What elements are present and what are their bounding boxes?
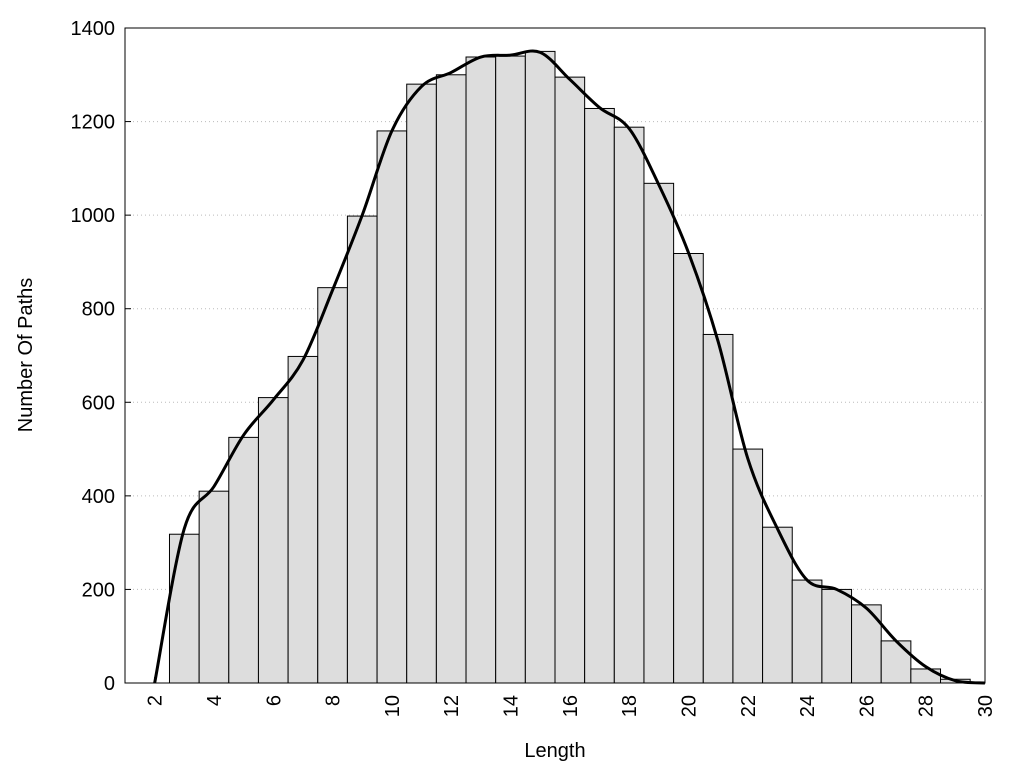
- y-tick-label: 800: [82, 299, 115, 321]
- bar: [584, 107, 615, 684]
- bar: [317, 287, 348, 684]
- x-tick-label: 2: [145, 695, 167, 706]
- bar: [673, 253, 704, 684]
- bar: [465, 56, 497, 684]
- bar: [406, 83, 437, 684]
- bar: [257, 397, 289, 684]
- x-tick-label: 6: [263, 695, 285, 706]
- bar: [168, 533, 200, 684]
- y-axis-label: Number Of Paths: [15, 278, 37, 433]
- bar: [791, 579, 823, 684]
- x-tick-label: 10: [382, 695, 404, 717]
- bar: [554, 76, 586, 684]
- x-tick-label: 20: [678, 695, 700, 717]
- bar: [524, 50, 556, 684]
- x-axis-label: Length: [524, 740, 585, 762]
- x-tick-label: 12: [441, 695, 463, 717]
- bar: [910, 668, 942, 684]
- bar: [346, 215, 378, 684]
- bar: [228, 436, 259, 684]
- y-tick-label: 400: [82, 486, 115, 508]
- x-tick-label: 24: [797, 695, 819, 717]
- bar: [643, 182, 675, 684]
- x-tick-label: 16: [560, 695, 582, 717]
- y-tick-label: 200: [82, 579, 115, 601]
- bar: [702, 333, 734, 684]
- bar: [821, 588, 853, 684]
- x-tick-label: 30: [975, 695, 997, 717]
- bar: [613, 126, 645, 684]
- plot-frame: [124, 27, 986, 684]
- x-tick-label: 28: [916, 695, 938, 717]
- y-tick-label: 600: [82, 392, 115, 414]
- bar: [435, 74, 467, 684]
- y-tick-label: 1000: [71, 205, 116, 227]
- x-tick-label: 8: [323, 695, 345, 706]
- y-tick-label: 1200: [71, 112, 116, 134]
- x-tick-label: 14: [501, 695, 523, 717]
- x-tick-label: 4: [204, 695, 226, 706]
- bar: [495, 55, 526, 684]
- x-tick-label: 18: [619, 695, 641, 717]
- bar: [198, 490, 230, 684]
- bar: [880, 640, 912, 684]
- y-tick-label: 0: [104, 673, 115, 695]
- x-tick-label: 26: [856, 695, 878, 717]
- y-tick-label: 1400: [71, 18, 116, 40]
- bar: [287, 355, 319, 684]
- bar: [851, 604, 882, 684]
- x-tick-label: 22: [738, 695, 760, 717]
- density-line: [153, 49, 986, 685]
- bar: [376, 130, 408, 684]
